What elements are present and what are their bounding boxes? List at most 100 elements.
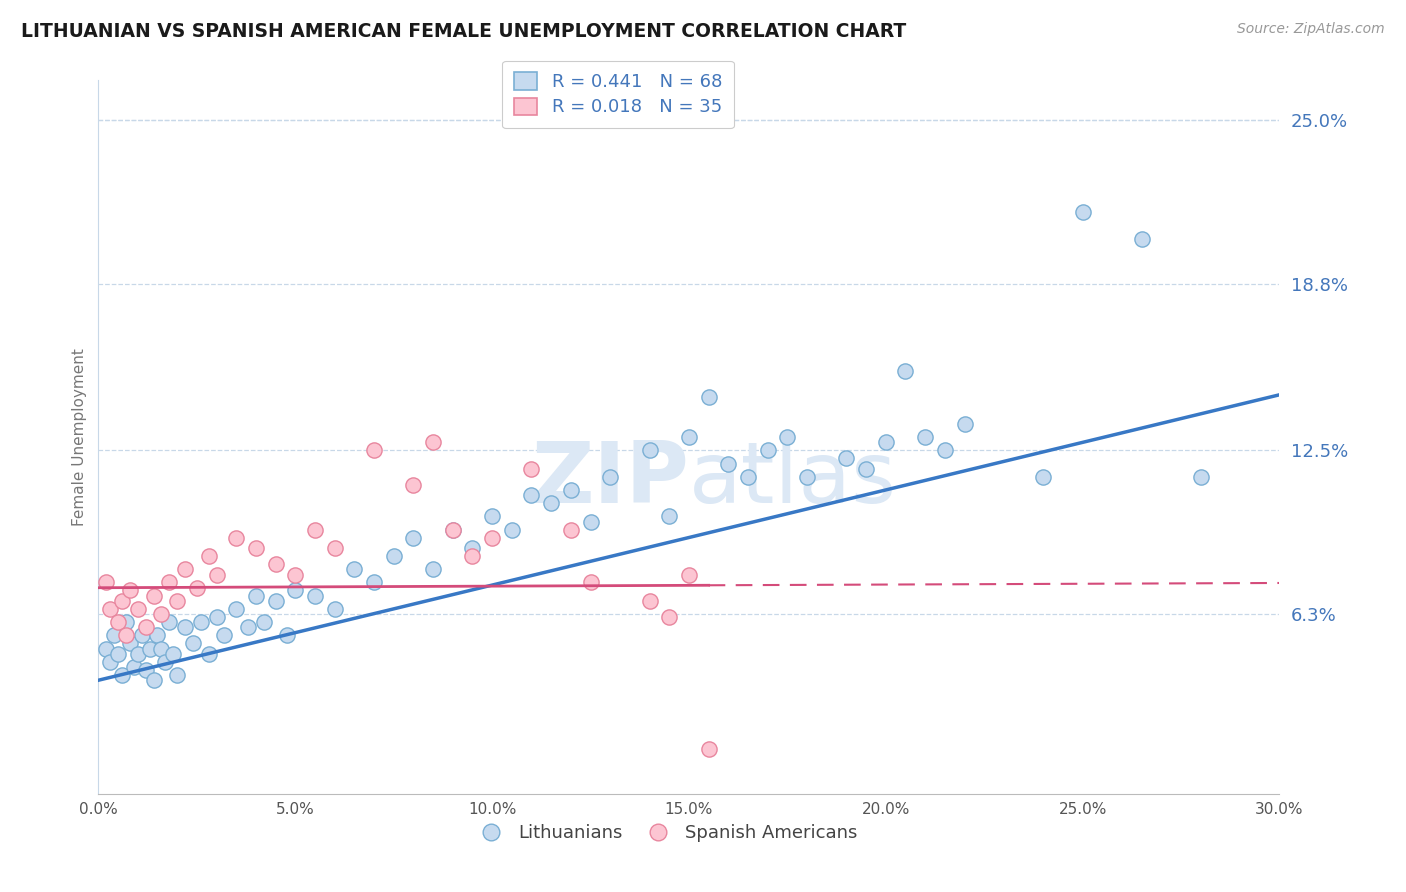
Point [461,541,484,555]
Point [363,443,385,458]
Point [197,647,219,661]
Point [225,602,247,616]
Point [214,628,236,642]
Point [197,549,219,563]
Point [157,575,180,590]
Point [323,541,346,555]
Point [402,477,425,491]
Point [304,589,326,603]
Text: Source: ZipAtlas.com: Source: ZipAtlas.com [1237,22,1385,37]
Point [264,557,287,571]
Point [422,562,444,576]
Point [205,567,228,582]
Point [796,469,818,483]
Point [402,531,425,545]
Point [96,641,118,656]
Point [638,443,661,458]
Point [501,523,523,537]
Legend: Lithuanians, Spanish Americans: Lithuanians, Spanish Americans [465,817,865,849]
Point [245,541,267,555]
Point [150,641,173,656]
Point [1032,469,1054,483]
Text: ZIP: ZIP [531,438,689,522]
Point [118,636,141,650]
Point [166,668,188,682]
Point [717,457,740,471]
Point [253,615,276,629]
Point [776,430,799,444]
Point [181,636,204,650]
Point [934,443,956,458]
Point [579,575,602,590]
Point [441,523,464,537]
Point [343,562,366,576]
Point [98,602,121,616]
Point [111,594,134,608]
Point [599,469,621,483]
Point [697,742,720,756]
Point [1130,232,1153,246]
Point [678,430,700,444]
Text: atlas: atlas [689,438,897,522]
Point [174,620,197,634]
Point [205,609,228,624]
Point [107,647,129,661]
Point [155,655,177,669]
Point [481,509,503,524]
Point [737,469,759,483]
Point [560,523,582,537]
Point [276,628,298,642]
Point [678,567,700,582]
Point [98,655,121,669]
Point [190,615,212,629]
Point [441,523,464,537]
Point [658,509,681,524]
Point [157,615,180,629]
Point [96,575,118,590]
Point [103,628,125,642]
Point [520,488,543,502]
Point [520,462,543,476]
Point [118,583,141,598]
Point [146,628,169,642]
Point [127,602,149,616]
Point [284,567,307,582]
Point [142,589,165,603]
Point [225,531,247,545]
Point [323,602,346,616]
Point [115,628,138,642]
Point [363,575,385,590]
Point [162,647,184,661]
Point [236,620,259,634]
Point [914,430,936,444]
Point [1071,205,1094,219]
Point [304,523,326,537]
Point [1189,469,1212,483]
Point [245,589,267,603]
Point [658,609,681,624]
Point [127,647,149,661]
Point [131,628,153,642]
Point [284,583,307,598]
Point [540,496,562,510]
Point [382,549,405,563]
Point [107,615,129,629]
Point [756,443,779,458]
Point [560,483,582,497]
Point [894,364,917,378]
Point [953,417,976,431]
Point [122,660,145,674]
Point [855,462,877,476]
Point [697,391,720,405]
Point [174,562,197,576]
Point [638,594,661,608]
Point [579,515,602,529]
Point [422,435,444,450]
Point [835,451,858,466]
Point [115,615,138,629]
Point [142,673,165,688]
Y-axis label: Female Unemployment: Female Unemployment [72,348,87,526]
Point [264,594,287,608]
Point [481,531,503,545]
Point [135,620,157,634]
